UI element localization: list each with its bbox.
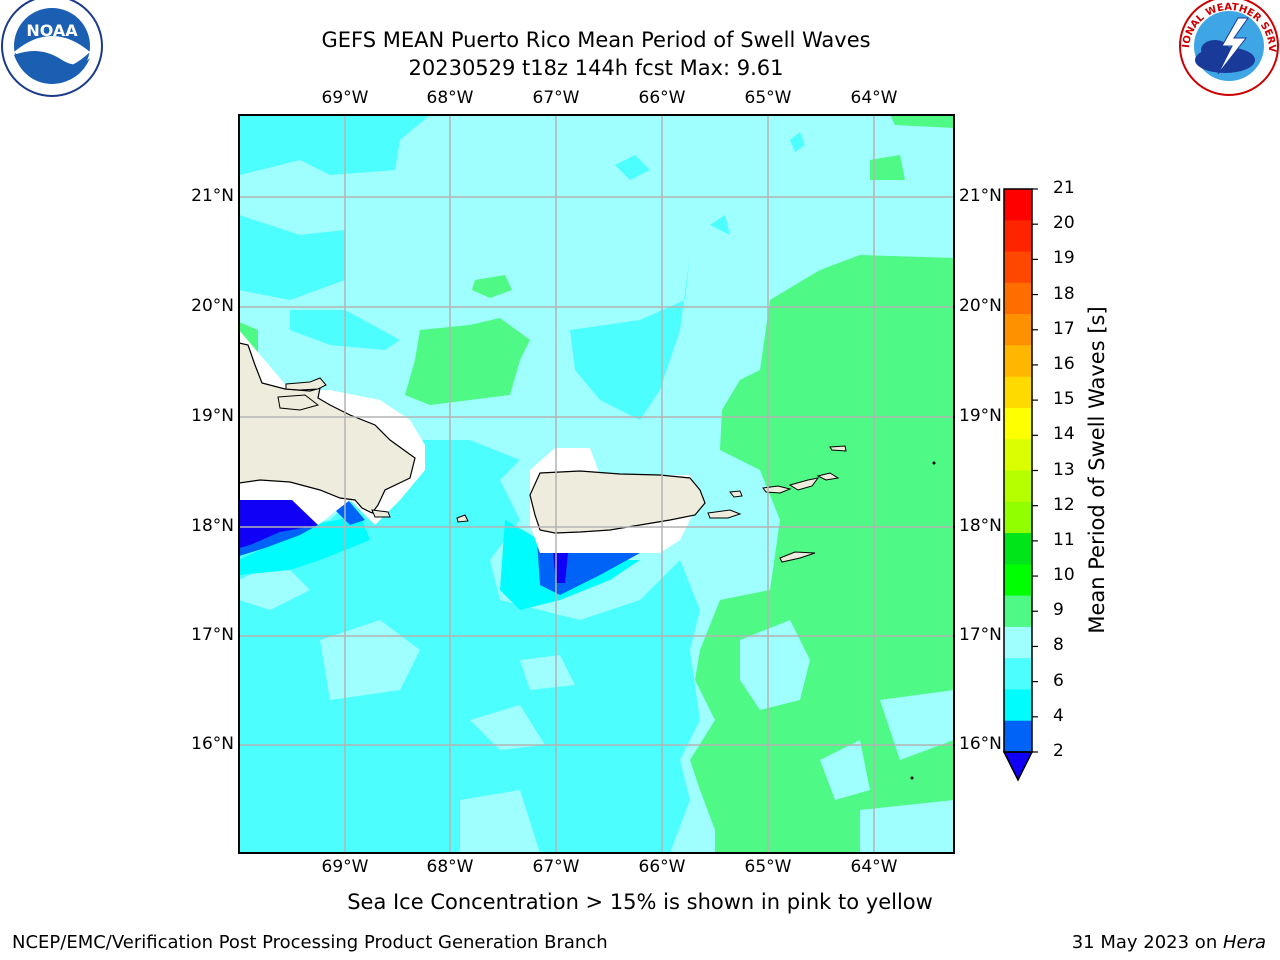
- footer-date-text: 31 May 2023 on: [1071, 932, 1223, 953]
- st-croix-island: [779, 551, 816, 563]
- vieques-island: [707, 509, 742, 519]
- lon-label-top: 65°W: [744, 88, 792, 108]
- lon-label-top: 64°W: [850, 88, 898, 108]
- lon-label-top: 66°W: [638, 88, 686, 108]
- lat-label-right: 16°N: [959, 734, 1002, 754]
- colorbar-band: [1004, 626, 1032, 659]
- lon-label-bottom: 65°W: [744, 857, 792, 877]
- sea-ice-caption: Sea Ice Concentration > 15% is shown in …: [347, 890, 933, 914]
- lat-label-right: 18°N: [959, 516, 1002, 536]
- map-frame: [238, 114, 955, 854]
- colorbar-tick-label: 12: [1053, 494, 1075, 515]
- lat-label-right: 17°N: [959, 625, 1002, 645]
- virgin-gorda: [816, 472, 840, 481]
- colorbar-tick-label: 9: [1053, 600, 1064, 621]
- colorbar-band: [1004, 595, 1032, 628]
- lat-label-right: 20°N: [959, 296, 1002, 316]
- colorbar-tick-label: 20: [1053, 213, 1075, 234]
- colorbar-label: Mean Period of Swell Waves [s]: [1085, 306, 1109, 634]
- culebra-island: [729, 490, 743, 498]
- colorbar-band: [1004, 251, 1032, 284]
- lon-label-top: 68°W: [426, 88, 474, 108]
- colorbar-band: [1004, 689, 1032, 722]
- mona-island: [456, 514, 469, 523]
- footer-host: Hera: [1222, 932, 1266, 953]
- lon-label-bottom: 67°W: [532, 857, 580, 877]
- st-thomas-island: [762, 485, 792, 494]
- lon-label-bottom: 66°W: [638, 857, 686, 877]
- colorbar-tick-label: 8: [1053, 635, 1064, 656]
- colorbar-tick-label: 16: [1053, 353, 1075, 374]
- title-line-2: 20230529 t18z 144h fcst Max: 9.61: [408, 56, 784, 80]
- footer-date: 31 May 2023 on Hera: [1072, 932, 1266, 953]
- colorbar-tick-label: 17: [1053, 318, 1075, 339]
- colorbar-tick-label: 19: [1053, 248, 1075, 269]
- colorbar-band: [1004, 720, 1032, 753]
- saona-island: [371, 509, 391, 518]
- colorbar-band: [1004, 282, 1032, 315]
- colorbar-tick-label: 14: [1053, 424, 1075, 445]
- lat-label-left: 18°N: [191, 516, 234, 536]
- tortuga-island: [285, 377, 327, 391]
- hispaniola-land: [239, 342, 416, 514]
- colorbar-band: [1004, 189, 1032, 221]
- colorbar: [1002, 188, 1038, 782]
- colorbar-band: [1004, 501, 1032, 534]
- colorbar-tick-label: 4: [1053, 705, 1064, 726]
- colorbar-tick-label: 2: [1053, 741, 1064, 761]
- colorbar-tick-label: 21: [1053, 178, 1075, 198]
- colorbar-under-triangle: [1002, 751, 1034, 782]
- colorbar-band: [1004, 658, 1032, 690]
- colorbar-band: [1004, 220, 1032, 253]
- colorbar-band: [1004, 345, 1032, 378]
- footer-branch: NCEP/EMC/Verification Post Processing Pr…: [12, 932, 608, 953]
- anegada-island: [829, 445, 847, 452]
- islet-south: [910, 776, 914, 780]
- colorbar-tick-label: 11: [1053, 529, 1075, 550]
- colorbar-band: [1004, 439, 1032, 471]
- lat-label-left: 17°N: [191, 625, 234, 645]
- lon-label-bottom: 68°W: [426, 857, 474, 877]
- colorbar-tick-label: 18: [1053, 283, 1075, 304]
- islet-east: [932, 461, 936, 465]
- map-area: [239, 115, 954, 853]
- gonave-island: [277, 394, 320, 411]
- gridlines: [239, 115, 954, 853]
- lat-label-left: 20°N: [191, 296, 234, 316]
- lat-label-right: 19°N: [959, 406, 1002, 426]
- period-8-9-pockets-east: [740, 620, 954, 853]
- colorbar-band: [1004, 407, 1032, 440]
- colorbar-band: [1004, 376, 1032, 409]
- colorbar-tick-label: 15: [1053, 389, 1075, 410]
- st-john-tortola: [788, 477, 820, 491]
- lat-label-right: 21°N: [959, 186, 1002, 206]
- colorbar-tick-label: 13: [1053, 459, 1075, 480]
- lat-label-left: 19°N: [191, 406, 234, 426]
- lon-label-bottom: 64°W: [850, 857, 898, 877]
- lat-label-left: 16°N: [191, 734, 234, 754]
- lon-label-top: 67°W: [532, 88, 580, 108]
- lon-label-bottom: 69°W: [321, 857, 369, 877]
- title-line-1: GEFS MEAN Puerto Rico Mean Period of Swe…: [321, 28, 871, 52]
- colorbar-tick-label: 6: [1053, 670, 1064, 691]
- colorbar-tick-label: 10: [1053, 565, 1075, 586]
- lon-label-top: 69°W: [321, 88, 369, 108]
- noaa-logo: NOAA: [1, 0, 103, 97]
- colorbar-band: [1004, 314, 1032, 346]
- colorbar-band: [1004, 564, 1032, 597]
- lat-label-left: 21°N: [191, 186, 234, 206]
- noaa-logo-text: NOAA: [26, 21, 78, 40]
- colorbar-band: [1004, 470, 1032, 503]
- colorbar-band: [1004, 533, 1032, 565]
